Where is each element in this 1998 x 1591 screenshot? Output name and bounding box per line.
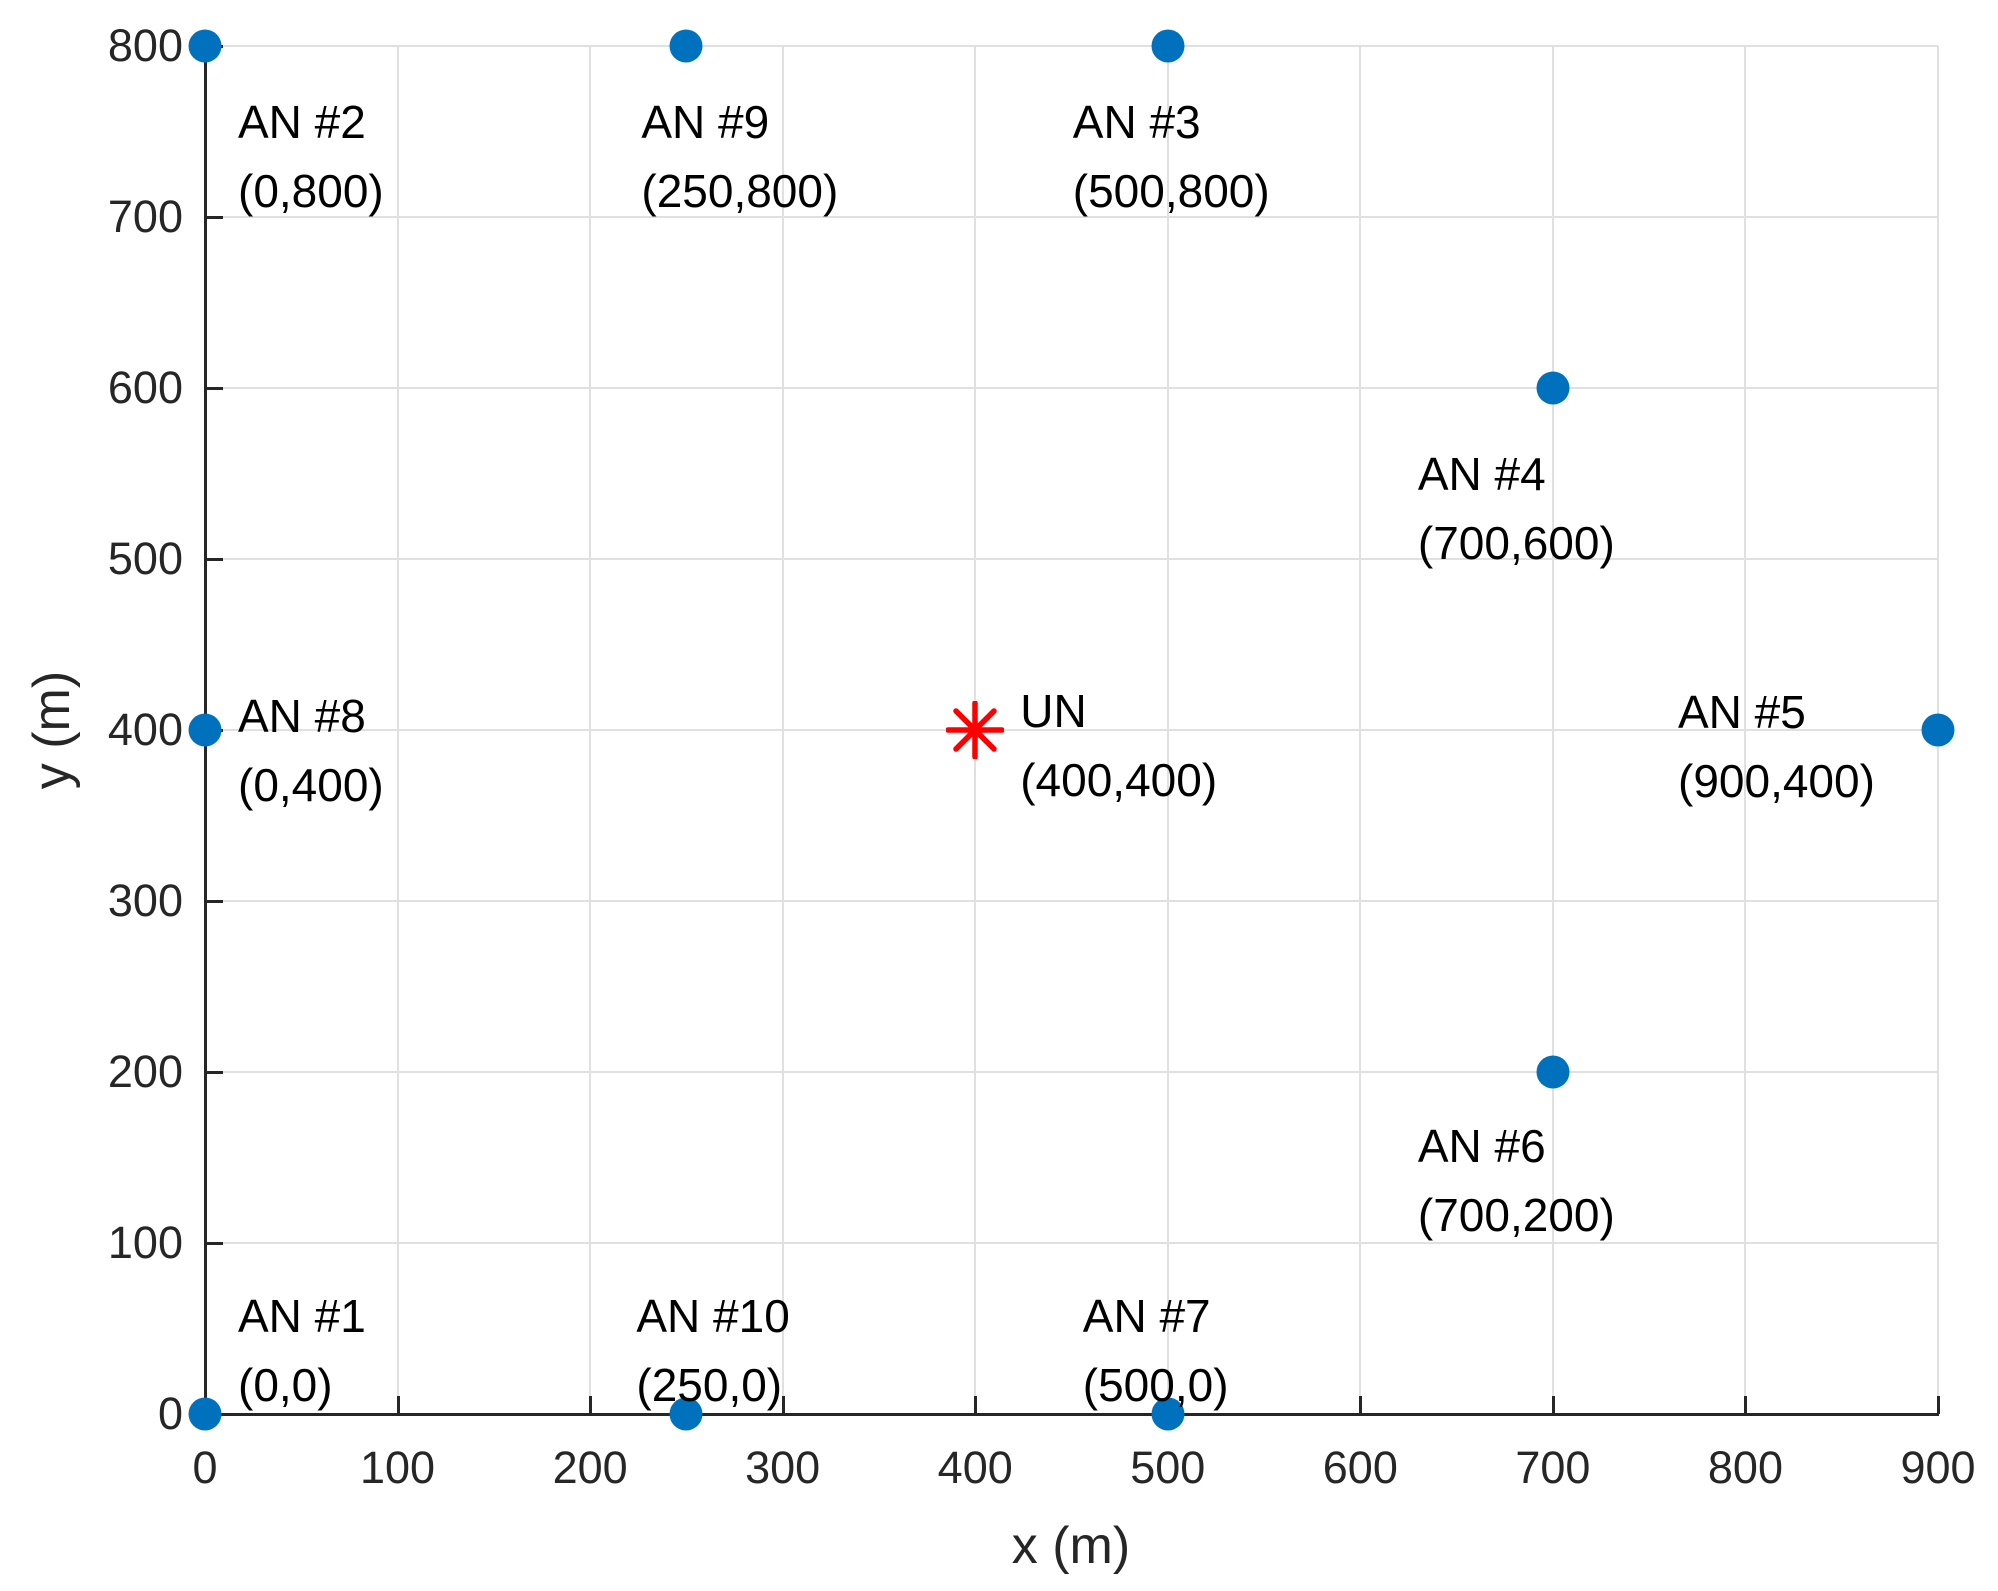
gridline-horizontal bbox=[205, 558, 1938, 560]
node-annotation: AN #4 (700,600) bbox=[1418, 440, 1615, 578]
y-tick-label: 700 bbox=[107, 191, 183, 242]
x-tick-label: 100 bbox=[360, 1442, 436, 1493]
x-tick-mark bbox=[974, 1396, 978, 1414]
node-name: AN #3 bbox=[1072, 96, 1201, 148]
node-name: AN #8 bbox=[238, 690, 366, 742]
y-tick-label: 0 bbox=[157, 1388, 183, 1439]
y-tick-mark bbox=[205, 1242, 223, 1245]
y-tick-label: 400 bbox=[107, 704, 183, 755]
node-name: AN #1 bbox=[238, 1290, 366, 1342]
node-name: AN #10 bbox=[636, 1290, 790, 1342]
anchor-node-marker bbox=[1921, 713, 1955, 747]
node-coordinates: (0,0) bbox=[238, 1359, 333, 1411]
anchor-node-marker bbox=[1151, 1397, 1185, 1431]
x-axis-line bbox=[204, 1413, 1939, 1416]
anchor-node-marker bbox=[188, 713, 222, 747]
node-annotation: AN #7 (500,0) bbox=[1083, 1282, 1229, 1420]
y-tick-label: 200 bbox=[107, 1046, 183, 1097]
node-annotation: AN #6 (700,200) bbox=[1418, 1112, 1615, 1250]
unknown-node-marker bbox=[945, 700, 1005, 760]
y-tick-label: 300 bbox=[107, 875, 183, 926]
node-name: AN #2 bbox=[238, 96, 366, 148]
anchor-node-marker bbox=[188, 1397, 222, 1431]
x-axis-title: x (m) bbox=[1011, 1517, 1131, 1575]
node-coordinates: (0,800) bbox=[238, 165, 384, 217]
x-tick-mark bbox=[1744, 1396, 1748, 1414]
node-coordinates: (500,800) bbox=[1072, 165, 1270, 217]
node-coordinates: (700,200) bbox=[1417, 1189, 1615, 1241]
anchor-node-marker bbox=[188, 29, 222, 63]
y-tick-mark bbox=[205, 558, 223, 561]
node-annotation: AN #9 (250,800) bbox=[641, 88, 838, 226]
node-name: AN #9 bbox=[641, 96, 770, 148]
y-axis-title: y (m) bbox=[23, 670, 81, 790]
y-tick-mark bbox=[205, 387, 223, 390]
gridline-horizontal bbox=[205, 729, 1938, 731]
y-tick-mark bbox=[205, 216, 223, 219]
gridline-horizontal bbox=[205, 1071, 1938, 1073]
node-annotation: AN #1 (0,0) bbox=[238, 1282, 366, 1420]
x-tick-label: 900 bbox=[1900, 1442, 1976, 1493]
node-annotation: AN #8 (0,400) bbox=[238, 682, 384, 820]
x-tick-label: 200 bbox=[552, 1442, 628, 1493]
x-tick-label: 700 bbox=[1515, 1442, 1591, 1493]
node-coordinates: (0,400) bbox=[238, 759, 384, 811]
y-tick-label: 100 bbox=[107, 1217, 183, 1268]
node-coordinates: (400,400) bbox=[1020, 754, 1218, 806]
anchor-node-marker bbox=[1151, 29, 1185, 63]
y-tick-label: 600 bbox=[107, 362, 183, 413]
node-name: AN #7 bbox=[1082, 1290, 1211, 1342]
x-tick-mark bbox=[781, 1396, 785, 1414]
y-tick-label: 500 bbox=[107, 533, 183, 584]
y-tick-label: 800 bbox=[107, 20, 183, 71]
x-tick-label: 0 bbox=[192, 1442, 218, 1493]
gridline-horizontal bbox=[205, 900, 1938, 902]
node-annotation: AN #3 (500,800) bbox=[1073, 88, 1270, 226]
x-tick-label: 800 bbox=[1707, 1442, 1783, 1493]
node-annotation: AN #5 (900,400) bbox=[1678, 678, 1875, 816]
node-coordinates: (700,600) bbox=[1417, 517, 1615, 569]
y-tick-mark bbox=[205, 900, 223, 903]
node-coordinates: (900,400) bbox=[1678, 755, 1875, 807]
anchor-node-marker bbox=[1536, 371, 1570, 405]
y-tick-mark bbox=[205, 1071, 223, 1074]
x-tick-label: 500 bbox=[1130, 1442, 1206, 1493]
gridline-horizontal bbox=[205, 45, 1938, 47]
node-coordinates: (500,0) bbox=[1082, 1359, 1229, 1411]
node-coordinates: (250,800) bbox=[641, 165, 839, 217]
x-tick-mark bbox=[1551, 1396, 1555, 1414]
x-tick-label: 300 bbox=[745, 1442, 821, 1493]
node-name: AN #4 bbox=[1417, 448, 1546, 500]
node-name: UN bbox=[1020, 685, 1087, 737]
node-name: AN #6 bbox=[1417, 1120, 1546, 1172]
node-name: AN #5 bbox=[1678, 686, 1806, 738]
anchor-node-marker bbox=[669, 1397, 703, 1431]
x-tick-label: 400 bbox=[937, 1442, 1013, 1493]
x-tick-mark bbox=[589, 1396, 593, 1414]
node-annotation: AN #10 (250,0) bbox=[636, 1282, 789, 1420]
x-tick-label: 600 bbox=[1322, 1442, 1398, 1493]
x-tick-mark bbox=[396, 1396, 400, 1414]
gridline-horizontal bbox=[205, 1242, 1938, 1244]
asterisk-icon bbox=[945, 700, 1005, 760]
x-tick-mark bbox=[1937, 1396, 1940, 1414]
gridline-horizontal bbox=[205, 387, 1938, 389]
node-annotation: UN (400,400) bbox=[1020, 677, 1217, 815]
node-annotation: AN #2 (0,800) bbox=[238, 88, 384, 226]
anchor-node-marker bbox=[669, 29, 703, 63]
x-tick-mark bbox=[1359, 1396, 1363, 1414]
anchor-node-marker bbox=[1536, 1055, 1570, 1089]
gridline-horizontal bbox=[205, 216, 1938, 218]
node-coordinates: (250,0) bbox=[636, 1359, 783, 1411]
